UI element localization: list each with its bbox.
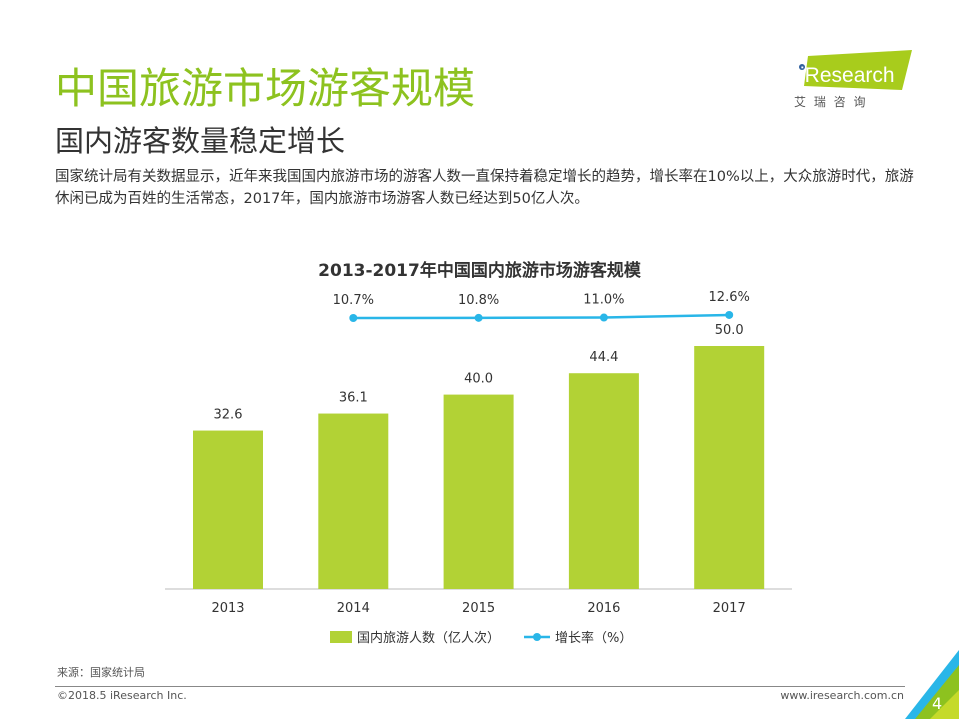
- page-subtitle: 国内游客数量稳定增长: [55, 124, 346, 158]
- legend-bar-label: 国内旅游人数（亿人次）: [357, 630, 500, 646]
- growth-label-2017: 12.6%: [709, 290, 750, 305]
- bar-2015: [443, 394, 514, 589]
- page-title: 中国旅游市场游客规模: [55, 64, 476, 113]
- svg-text:艾 瑞 咨 询: 艾 瑞 咨 询: [794, 94, 867, 109]
- bar-label-2015: 40.0: [464, 372, 493, 387]
- growth-point-2015: [474, 313, 483, 322]
- bar-label-2014: 36.1: [339, 391, 368, 406]
- chart-title: 2013-2017年中国国内旅游市场游客规模: [318, 261, 641, 281]
- growth-label-2015: 10.8%: [458, 293, 499, 308]
- tick-label-2016: 2016: [587, 601, 620, 616]
- page-number: 4: [932, 694, 943, 713]
- legend-bar-swatch: [330, 631, 352, 643]
- bar-label-2016: 44.4: [589, 350, 618, 365]
- bar-label-2017: 50.0: [715, 323, 744, 338]
- tick-label-2017: 2017: [713, 601, 746, 616]
- tick-label-2013: 2013: [211, 601, 244, 616]
- growth-point-2014: [349, 314, 358, 322]
- website-url: www.iresearch.com.cn: [780, 689, 904, 702]
- growth-line: [353, 313, 730, 320]
- growth-label-2014: 10.7%: [333, 293, 374, 308]
- legend-line-label: 增长率（%）: [555, 630, 632, 646]
- growth-point-2017: [725, 310, 734, 319]
- bar-2013: [193, 430, 263, 589]
- legend-line-marker: [533, 633, 541, 641]
- tick-label-2014: 2014: [337, 601, 370, 616]
- bar-label-2013: 32.6: [214, 408, 243, 423]
- tick-label-2015: 2015: [462, 601, 495, 616]
- bar-2016: [568, 373, 639, 589]
- iresearch-logo: iResearch 艾 瑞 咨 询: [790, 48, 920, 113]
- growth-label-2016: 11.0%: [583, 293, 624, 308]
- description: 国家统计局有关数据显示，近年来我国国内旅游市场的游客人数一直保持着稳定增长的趋势…: [55, 169, 914, 207]
- bar-2014: [318, 413, 389, 589]
- bar-2017: [694, 346, 765, 589]
- svg-text:iResearch: iResearch: [800, 64, 895, 87]
- growth-point-2016: [599, 313, 608, 322]
- copyright: ©2018.5 iResearch Inc.: [57, 689, 187, 702]
- source-note: 来源：国家统计局: [57, 666, 145, 679]
- footer-divider: [55, 686, 905, 687]
